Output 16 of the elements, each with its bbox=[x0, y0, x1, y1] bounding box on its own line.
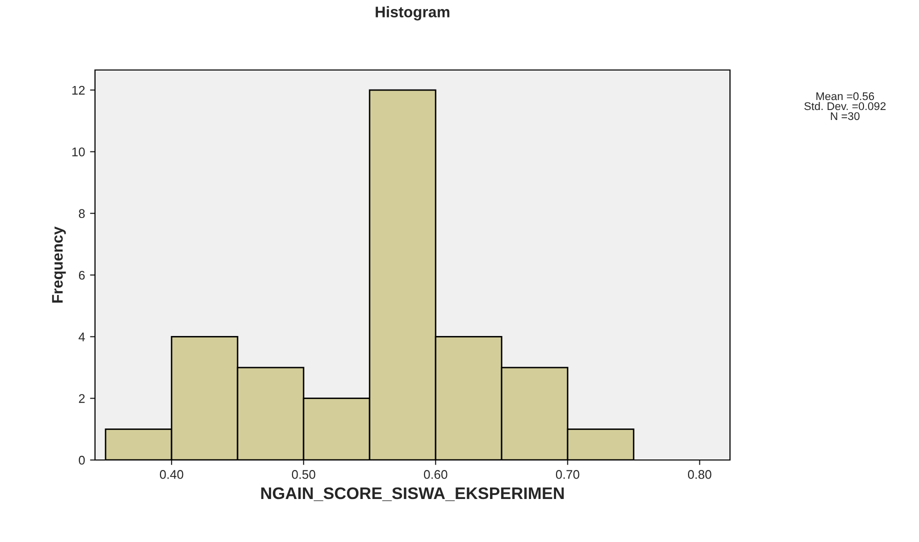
x-tick-label: 0.60 bbox=[424, 470, 448, 479]
text: Mean =0.56 Std. Dev. =0.092 N =30 bbox=[804, 92, 886, 120]
x-tick-label: 0.50 bbox=[292, 470, 316, 479]
y-axis-title: Frequency bbox=[52, 226, 66, 303]
chart-title: Histogram bbox=[376, 6, 450, 20]
x-tick-label: 0.70 bbox=[556, 470, 580, 479]
x-tick-label: 0.80 bbox=[688, 470, 712, 479]
y-tick-label: 6 bbox=[78, 270, 85, 280]
y-tick-label: 12 bbox=[72, 86, 85, 95]
x-tick-label: 0.40 bbox=[160, 470, 184, 479]
x-axis-title: NGAIN_SCORE_SISWA_EKSPERIMEN bbox=[261, 487, 564, 502]
y-tick-label: 0 bbox=[78, 456, 85, 465]
y-tick-label: 4 bbox=[78, 332, 85, 342]
y-tick-label: 10 bbox=[72, 148, 85, 156]
y-tick-label: 8 bbox=[78, 209, 85, 218]
y-tick-label: 2 bbox=[78, 394, 85, 403]
